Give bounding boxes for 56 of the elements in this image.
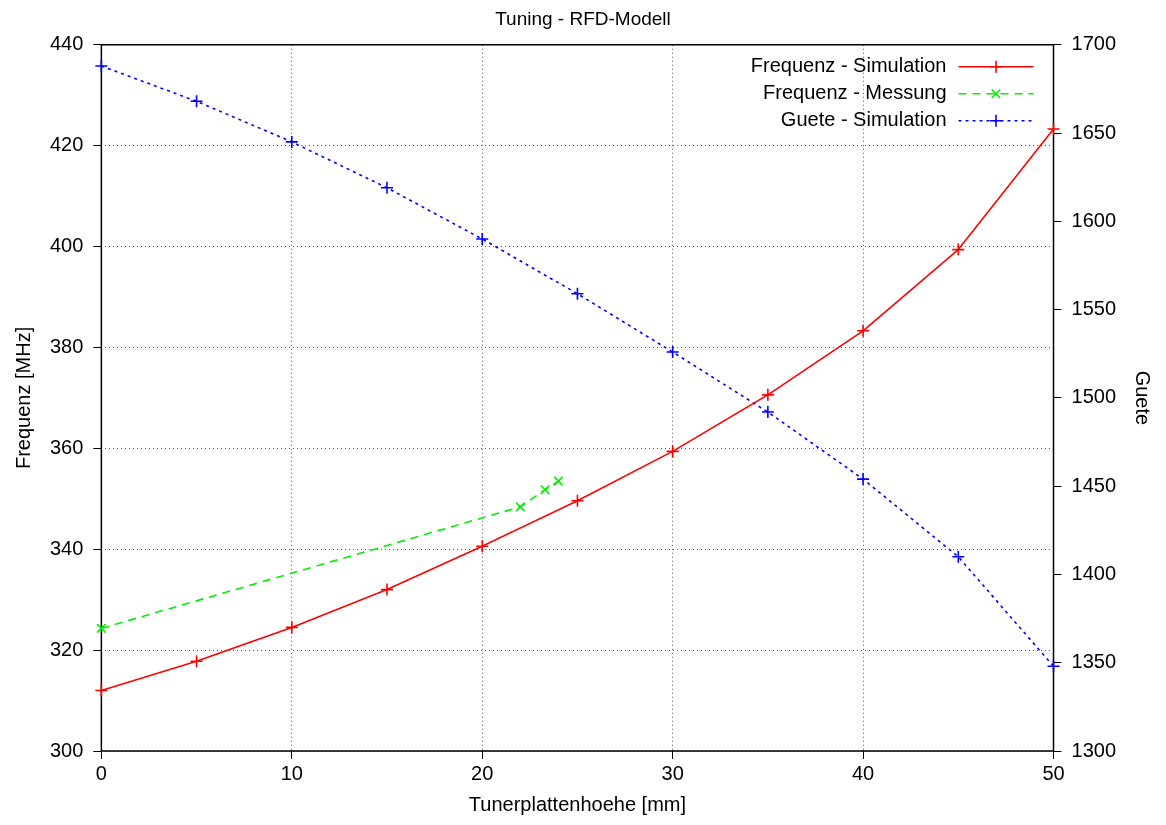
y-tick-label: 360: [49, 435, 84, 458]
point: [189, 654, 204, 669]
y2-tick-label: 1450: [1071, 473, 1117, 496]
point: [856, 324, 870, 338]
point: [951, 549, 966, 564]
legend-label: Frequenz - Messung: [763, 81, 947, 104]
x-tick-label: 0: [95, 761, 107, 784]
x-axis-title: Tunerplattenhoehe [mm]: [468, 792, 687, 815]
point: [285, 620, 299, 635]
x-tick-label: 20: [471, 761, 494, 784]
point: [96, 623, 107, 634]
point: [761, 388, 775, 402]
y-tick-label: 420: [49, 133, 84, 156]
point: [761, 405, 775, 419]
point: [1046, 122, 1061, 136]
y-tick-label: 380: [49, 334, 84, 357]
point: [540, 484, 551, 495]
y2-tick-label: 1650: [1071, 120, 1117, 143]
y-tick-label: 440: [49, 32, 84, 55]
point: [665, 345, 680, 359]
point: [951, 242, 966, 257]
point: [285, 135, 299, 149]
point: [553, 476, 564, 487]
y-tick-label: 300: [49, 738, 84, 761]
y-axis-title: Frequenz [MHz]: [11, 326, 34, 470]
y2-tick-label: 1700: [1071, 32, 1117, 55]
point: [570, 286, 585, 301]
point: [94, 683, 109, 698]
point: [1046, 659, 1061, 674]
chart-title: Tuning - RFD-Modell: [495, 7, 671, 29]
y2-tick-label: 1300: [1071, 738, 1117, 761]
point: [515, 501, 526, 512]
y2-axis-title: Guete: [1132, 370, 1155, 426]
point: [189, 94, 204, 109]
y-tick-label: 340: [49, 536, 84, 559]
x-tick-label: 50: [1042, 761, 1065, 784]
y2-tick-label: 1350: [1071, 650, 1117, 673]
y-tick-label: 400: [49, 234, 84, 257]
x-tick-label: 30: [661, 761, 684, 784]
point: [475, 232, 490, 246]
y-tick-label: 320: [49, 637, 84, 660]
point: [570, 494, 585, 508]
point: [665, 444, 680, 459]
point: [856, 472, 870, 486]
x-tick-label: 40: [851, 761, 875, 784]
point: [380, 582, 394, 597]
point: [94, 59, 109, 73]
legend-label: Guete - Simulation: [780, 108, 947, 131]
y2-tick-label: 1550: [1071, 297, 1117, 320]
point: [380, 181, 394, 195]
legend-label: Frequenz - Simulation: [750, 54, 947, 77]
point: [475, 539, 490, 553]
y2-tick-label: 1600: [1071, 208, 1117, 231]
y2-tick-label: 1400: [1071, 561, 1117, 584]
y2-tick-label: 1500: [1071, 385, 1117, 408]
x-tick-label: 10: [280, 761, 303, 784]
